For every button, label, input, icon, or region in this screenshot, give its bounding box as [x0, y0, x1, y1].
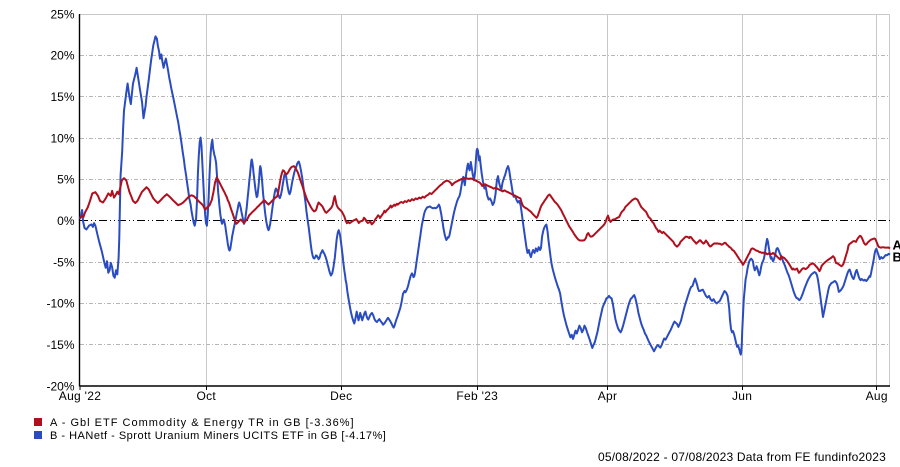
svg-text:B - HANetf - Sprott Uranium Mi: B - HANetf - Sprott Uranium Miners UCITS…: [50, 430, 386, 442]
svg-text:10%: 10%: [50, 131, 74, 145]
svg-text:A - Gbl ETF Commodity & Energy: A - Gbl ETF Commodity & Energy TR in GB …: [50, 417, 355, 429]
svg-text:Jun: Jun: [732, 389, 752, 403]
svg-text:Dec: Dec: [330, 389, 352, 403]
svg-text:Aug '22: Aug '22: [59, 389, 101, 403]
svg-text:-5%: -5%: [53, 255, 75, 269]
svg-text:Oct: Oct: [197, 389, 217, 403]
svg-text:20%: 20%: [50, 49, 74, 63]
svg-text:-10%: -10%: [46, 297, 74, 311]
svg-text:5%: 5%: [57, 173, 75, 187]
svg-text:15%: 15%: [50, 90, 74, 104]
svg-text:Aug: Aug: [866, 389, 888, 403]
svg-text:Apr: Apr: [598, 389, 618, 403]
svg-text:A: A: [893, 238, 900, 253]
svg-text:0%: 0%: [57, 214, 75, 228]
svg-text:-20%: -20%: [46, 379, 74, 393]
svg-text:Feb '23: Feb '23: [456, 389, 498, 403]
svg-text:-15%: -15%: [46, 338, 74, 352]
svg-text:B: B: [893, 250, 900, 265]
svg-text:25%: 25%: [50, 7, 74, 21]
svg-text:05/08/2022 - 07/08/2023 Data f: 05/08/2022 - 07/08/2023 Data from FE fun…: [598, 450, 886, 464]
